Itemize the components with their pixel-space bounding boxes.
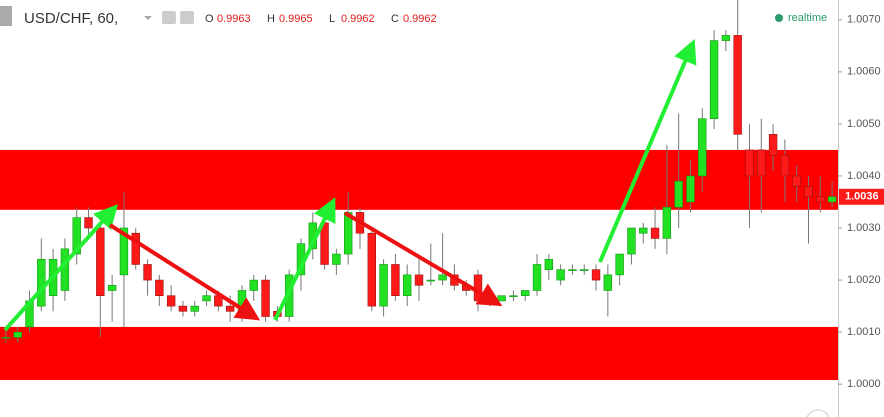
candle-body (521, 290, 530, 297)
ohlc-label: O (205, 13, 214, 25)
candle-body (13, 331, 22, 338)
candle-body (568, 269, 577, 271)
ohlc-value: 0.9962 (403, 13, 437, 25)
ohlc-value: 0.9963 (217, 13, 251, 25)
candle-body (650, 227, 660, 239)
legend-header: USD/CHF, 60, O 0.9963 H 0.9965 L 0.9962 C 0.996… (0, 6, 827, 27)
y-tick-label: 1.0050 (847, 118, 881, 130)
candle-body (485, 300, 495, 303)
candle-body (261, 279, 270, 317)
last-price-label: 1.0036 (845, 191, 879, 203)
last-price-box (839, 188, 884, 205)
candle-body (202, 295, 211, 302)
candle-body (367, 232, 376, 307)
candle-body (509, 295, 518, 298)
candle-body (178, 305, 188, 312)
y-tick-label: 1.0030 (847, 222, 881, 234)
candle-body (379, 264, 388, 307)
ohlc-label: C (391, 13, 399, 25)
dropdown-icon (144, 16, 152, 20)
candle-body (166, 295, 176, 307)
y-tick-label: 1.0040 (847, 170, 881, 182)
candle-body (84, 217, 93, 229)
candle-body (615, 253, 624, 276)
ohlc-value: 0.9962 (341, 13, 375, 25)
candle-body (190, 305, 199, 312)
zone (0, 326, 838, 381)
candle-body (816, 196, 825, 203)
candle-body (639, 227, 648, 234)
settings-icon (180, 11, 194, 24)
candle-body (627, 227, 636, 255)
candle-body (768, 134, 778, 156)
candle-body (131, 232, 140, 265)
y-tick-label: 1.0000 (847, 378, 881, 390)
ohlc-value: 0.9965 (279, 13, 313, 25)
candle-body (119, 227, 129, 276)
candle-body (591, 269, 601, 281)
candle-body (60, 248, 70, 291)
candle-body (698, 118, 707, 177)
candle-body (733, 35, 742, 135)
price-axis: 1.0000 1.0010 1.0020 1.0030 1.0040 1.0050 1.00… (838, 0, 884, 417)
ohlc-label: H (267, 13, 275, 25)
candle-body (37, 258, 46, 307)
candle-body (556, 269, 565, 281)
candle-body (403, 274, 412, 297)
y-tick-label: 1.0010 (847, 326, 881, 338)
candle-body (686, 175, 695, 203)
candle-body (674, 180, 683, 208)
candle-body (532, 264, 542, 291)
candle-body (757, 149, 766, 177)
candle-body (662, 206, 672, 239)
arrow-up (3, 204, 119, 332)
candle-body (1, 337, 11, 339)
candle-body (721, 35, 731, 41)
trend-arrows (3, 38, 697, 332)
y-tick-label: 1.0070 (847, 14, 881, 26)
scroll-button[interactable] (806, 409, 830, 417)
candle-body (603, 274, 613, 291)
candle-body (804, 186, 813, 198)
candle-body (96, 227, 105, 297)
y-tick-label: 1.0020 (847, 274, 881, 286)
candle-body (391, 264, 400, 297)
candle-body (827, 196, 837, 203)
candle-body (107, 284, 117, 291)
candle-body (580, 269, 589, 271)
candle-body (414, 274, 424, 286)
eye-icon (162, 11, 176, 24)
arrow-up (598, 38, 697, 263)
menu-icon (0, 6, 12, 26)
candle-body (780, 154, 790, 177)
arrow-down (108, 223, 261, 321)
candle-body (438, 274, 447, 281)
arrow-up (273, 197, 336, 321)
candle-body (426, 279, 435, 282)
arrow-down (343, 211, 503, 307)
candle-body (332, 253, 341, 265)
candle-body (497, 295, 506, 302)
status-text: realtime (788, 12, 827, 24)
ohlc-label: L (329, 13, 335, 25)
symbol-title: USD/CHF, 60, (24, 10, 118, 27)
candle-body (225, 305, 235, 312)
candle-body (792, 175, 801, 187)
candle-body (72, 217, 81, 255)
y-tick-label: 1.0060 (847, 66, 881, 78)
candle-body (155, 279, 164, 297)
axis-background (838, 0, 884, 417)
candle-body (249, 279, 258, 291)
status-dot (775, 14, 783, 22)
candle-body (745, 149, 754, 177)
candle-body (143, 264, 152, 281)
candle-body (709, 40, 719, 119)
candle-body (343, 212, 353, 255)
candle-body (544, 258, 554, 270)
zone (0, 149, 838, 210)
